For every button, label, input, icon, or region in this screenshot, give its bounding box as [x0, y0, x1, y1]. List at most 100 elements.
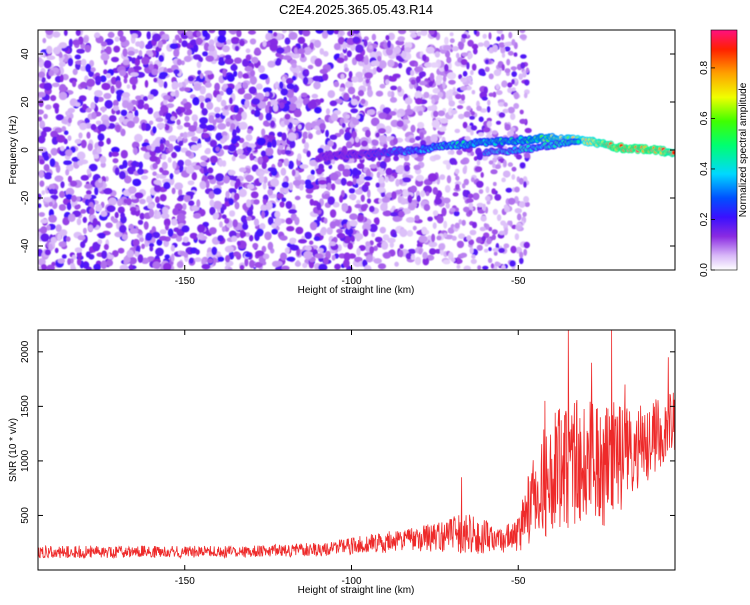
noise-blob	[147, 107, 154, 115]
noise-blob	[202, 51, 209, 57]
noise-blob	[197, 70, 202, 75]
noise-blob	[483, 223, 488, 228]
noise-blob	[201, 263, 211, 270]
noise-blob	[288, 209, 297, 214]
noise-blob	[285, 77, 294, 85]
noise-blob	[209, 139, 218, 148]
noise-blob	[466, 198, 474, 204]
noise-blob	[101, 106, 106, 113]
noise-blob	[511, 39, 516, 46]
noise-blob	[105, 222, 113, 229]
noise-blob	[249, 234, 254, 242]
noise-blob	[156, 203, 161, 209]
noise-blob	[58, 241, 67, 248]
noise-blob	[312, 75, 322, 82]
noise-blob	[99, 75, 107, 83]
noise-blob	[450, 257, 456, 263]
noise-blob	[186, 30, 193, 37]
noise-blob	[204, 148, 211, 155]
noise-blob	[476, 236, 483, 244]
noise-blob	[389, 76, 397, 82]
noise-blob	[348, 193, 357, 200]
noise-blob	[177, 82, 183, 88]
noise-blob	[249, 153, 254, 161]
noise-blob	[79, 81, 88, 89]
noise-blob	[300, 53, 305, 58]
noise-blob	[170, 253, 175, 263]
noise-blob	[466, 61, 470, 70]
noise-blob	[50, 95, 57, 102]
noise-blob	[132, 83, 137, 90]
noise-blob	[59, 74, 64, 83]
noise-blob	[181, 40, 188, 48]
snr-frame	[37, 329, 676, 571]
noise-blob	[415, 136, 421, 141]
noise-blob	[276, 193, 284, 200]
noise-blob	[305, 122, 313, 131]
noise-blob	[331, 183, 336, 191]
noise-blob	[279, 201, 285, 208]
noise-blob	[378, 112, 388, 120]
snr-axes: -150 -100 -50 500 1000 1500 2000	[20, 330, 675, 587]
noise-blob	[518, 177, 524, 185]
noise-blob	[337, 244, 342, 252]
noise-blob	[458, 99, 466, 104]
noise-blob	[364, 72, 373, 79]
noise-blob	[443, 220, 448, 229]
spectrogram-y-tick-label: 40	[20, 48, 31, 60]
noise-blob	[226, 87, 233, 95]
noise-blob	[134, 192, 144, 199]
noise-blob	[229, 97, 233, 105]
noise-blob	[325, 129, 329, 138]
noise-blob	[432, 88, 441, 94]
noise-blob	[504, 123, 511, 131]
noise-blob	[217, 235, 224, 242]
noise-blob	[519, 30, 526, 34]
noise-blob	[480, 71, 486, 77]
noise-blob	[398, 249, 404, 258]
noise-blob	[234, 201, 240, 210]
noise-blob	[250, 109, 256, 115]
noise-blob	[175, 235, 183, 242]
noise-blob	[304, 142, 309, 150]
noise-blob	[280, 88, 289, 96]
noise-blob	[112, 105, 119, 111]
noise-blob	[319, 68, 328, 75]
noise-blob	[57, 233, 62, 242]
noise-blob	[263, 176, 268, 184]
noise-blob	[393, 155, 399, 162]
noise-blob	[355, 136, 360, 143]
noise-blob	[500, 33, 505, 41]
noise-blob	[252, 242, 259, 249]
noise-blob	[507, 87, 513, 94]
noise-blob	[86, 168, 91, 175]
noise-blob	[350, 108, 359, 114]
noise-blob	[209, 155, 218, 164]
noise-blob	[351, 98, 358, 106]
noise-blob	[149, 155, 158, 162]
noise-blob	[378, 198, 383, 204]
noise-blob	[71, 254, 77, 260]
noise-blob	[270, 178, 280, 187]
noise-blob	[448, 79, 456, 85]
noise-blob	[218, 30, 227, 37]
noise-blob	[498, 42, 506, 48]
noise-blob	[174, 34, 180, 41]
colorbar-tick-label: 0.6	[699, 111, 710, 125]
noise-blob	[421, 54, 427, 62]
noise-blob	[75, 30, 81, 36]
noise-blob	[397, 195, 402, 204]
noise-blob	[139, 198, 146, 205]
noise-blob	[185, 165, 195, 174]
noise-blob	[58, 42, 68, 49]
noise-blob	[371, 33, 377, 41]
noise-blob	[451, 46, 459, 52]
spectrogram-blobs	[38, 30, 675, 270]
noise-blob	[410, 254, 416, 260]
noise-blob	[382, 210, 392, 217]
noise-blob	[46, 55, 56, 60]
noise-blob	[509, 220, 513, 227]
noise-blob	[242, 58, 250, 67]
noise-blob	[38, 266, 42, 270]
noise-blob	[341, 122, 346, 128]
